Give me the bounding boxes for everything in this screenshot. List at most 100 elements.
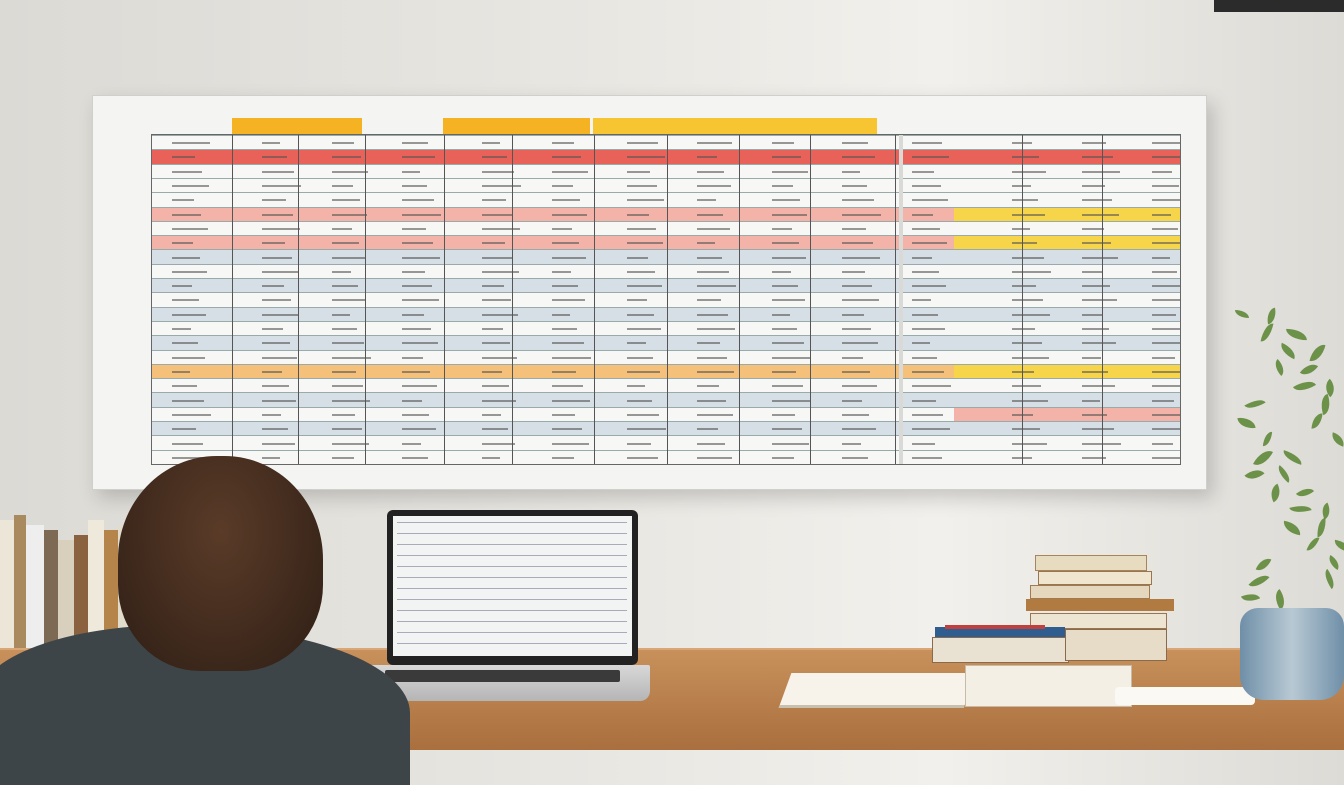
plant-leaf [1244, 395, 1266, 413]
illegible-cell-text [842, 242, 873, 245]
illegible-cell-text [912, 399, 936, 402]
illegible-cell-text [772, 199, 800, 202]
illegible-cell-text [912, 299, 931, 302]
plant-leaf [1281, 450, 1304, 465]
illegible-cell-text [1082, 356, 1101, 359]
illegible-cell-text [482, 156, 507, 159]
illegible-cell-text [1152, 156, 1180, 159]
illegible-cell-text [697, 342, 720, 345]
illegible-cell-text [772, 456, 794, 459]
illegible-cell-text [172, 456, 210, 459]
illegible-cell-text [332, 227, 352, 230]
illegible-cell-text [482, 242, 505, 245]
illegible-cell-text [402, 170, 420, 173]
header-band-2 [443, 118, 590, 134]
plant-leaf [1318, 502, 1334, 520]
illegible-cell-text [332, 328, 357, 331]
illegible-cell-text [697, 199, 716, 202]
timetable-row [152, 192, 1180, 208]
illegible-cell-text [482, 227, 520, 230]
illegible-cell-text [1082, 170, 1120, 173]
illegible-cell-text [627, 156, 665, 159]
illegible-cell-text [332, 399, 370, 402]
illegible-cell-text [1012, 285, 1036, 288]
illegible-cell-text [627, 342, 646, 345]
plant-leaf [1306, 535, 1320, 553]
illegible-cell-text [842, 456, 868, 459]
book-stack [932, 555, 1175, 663]
illegible-cell-text [1152, 185, 1179, 188]
illegible-cell-text [482, 270, 519, 273]
plant-leaf [1282, 520, 1302, 536]
illegible-cell-text [1152, 170, 1172, 173]
illegible-cell-text [912, 227, 940, 230]
illegible-cell-text [482, 428, 508, 431]
plant-leaf [1299, 359, 1319, 380]
illegible-cell-text [627, 142, 658, 145]
illegible-cell-text [552, 227, 572, 230]
illegible-cell-text [1082, 213, 1119, 216]
illegible-cell-text [332, 385, 363, 388]
illegible-cell-text [1152, 142, 1180, 145]
illegible-cell-text [262, 213, 293, 216]
grid-column-line [895, 135, 896, 464]
illegible-cell-text [697, 213, 723, 216]
illegible-cell-text [912, 328, 945, 331]
timetable-row [152, 249, 1180, 265]
illegible-cell-text [482, 328, 503, 331]
illegible-cell-text [912, 270, 939, 273]
illegible-cell-text [627, 199, 664, 202]
illegible-cell-text [842, 227, 866, 230]
plant-leaf [1244, 464, 1265, 485]
laptop-sheet-row [397, 610, 627, 611]
illegible-cell-text [402, 156, 435, 159]
illegible-cell-text [1082, 456, 1106, 459]
illegible-cell-text [482, 413, 501, 416]
timetable-row [152, 220, 1180, 237]
illegible-cell-text [482, 185, 521, 188]
illegible-cell-text [1012, 399, 1048, 402]
timetable-row [152, 435, 1180, 451]
wall-timetable-board [92, 95, 1207, 490]
illegible-cell-text [912, 256, 932, 259]
illegible-cell-text [482, 342, 510, 345]
illegible-cell-text [1152, 371, 1180, 373]
illegible-cell-text [1012, 242, 1037, 245]
illegible-cell-text [262, 185, 301, 188]
plant-leaf [1333, 539, 1344, 553]
illegible-cell-text [912, 242, 947, 245]
illegible-cell-text [627, 213, 649, 216]
illegible-cell-text [912, 156, 949, 159]
grid-column-line [667, 135, 668, 464]
plant-leaf [1292, 376, 1317, 396]
illegible-cell-text [552, 413, 575, 416]
illegible-cell-text [772, 442, 809, 445]
illegible-cell-text [262, 270, 299, 273]
illegible-cell-text [172, 399, 204, 402]
illegible-cell-text [332, 342, 364, 345]
illegible-cell-text [1152, 299, 1180, 302]
timetable-grid [151, 134, 1181, 465]
potted-plant [1215, 290, 1344, 620]
illegible-cell-text [1012, 328, 1035, 331]
grid-column-line [298, 135, 299, 464]
laptop-sheet-row [397, 632, 627, 633]
illegible-cell-text [697, 371, 734, 373]
timetable-row [152, 335, 1180, 351]
illegible-cell-text [172, 285, 192, 288]
illegible-cell-text [697, 428, 718, 431]
illegible-cell-text [172, 156, 195, 159]
illegible-cell-text [912, 442, 935, 445]
illegible-cell-text [1012, 442, 1047, 445]
illegible-cell-text [627, 456, 658, 459]
illegible-cell-text [172, 299, 199, 302]
laptop-sheet-row [397, 522, 627, 523]
illegible-cell-text [402, 285, 432, 288]
illegible-cell-text [172, 442, 203, 445]
illegible-cell-text [402, 413, 429, 416]
illegible-cell-text [1082, 328, 1109, 331]
illegible-cell-text [1152, 242, 1180, 245]
illegible-cell-text [402, 256, 440, 259]
illegible-cell-text [1012, 356, 1049, 359]
illegible-cell-text [552, 313, 570, 316]
